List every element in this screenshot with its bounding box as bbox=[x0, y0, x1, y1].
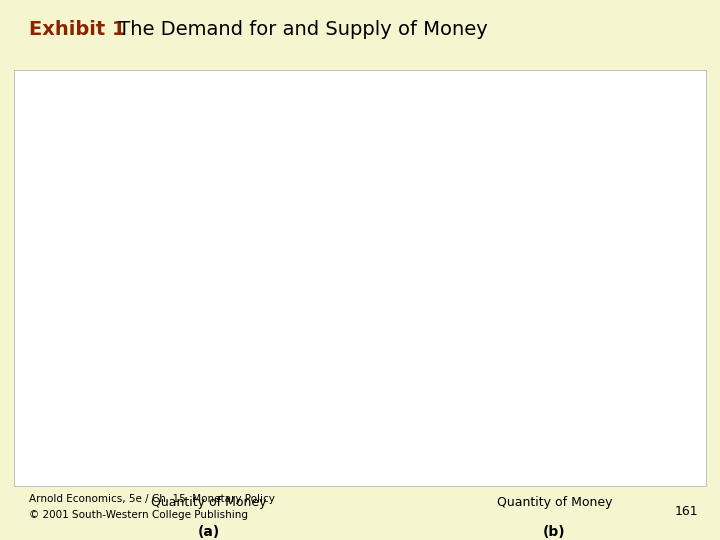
Text: The Demand for and Supply of Money: The Demand for and Supply of Money bbox=[112, 20, 487, 39]
Text: $M_2$: $M_2$ bbox=[159, 471, 176, 486]
Text: Arnold Economics, 5e / Ch. 15  Monetary Policy: Arnold Economics, 5e / Ch. 15 Monetary P… bbox=[29, 494, 274, 504]
Text: Demand for Money: Demand for Money bbox=[242, 366, 354, 379]
Text: Interest Rate: Interest Rate bbox=[362, 226, 375, 303]
Text: O: O bbox=[396, 471, 406, 484]
Text: © 2001 South-Western College Publishing: © 2001 South-Western College Publishing bbox=[29, 510, 248, 521]
Text: $i_2$: $i_2$ bbox=[51, 220, 61, 237]
Text: (b): (b) bbox=[543, 525, 566, 539]
Text: $i_1$: $i_1$ bbox=[51, 278, 61, 294]
Text: Quantity of Money: Quantity of Money bbox=[151, 496, 266, 509]
Text: 161: 161 bbox=[675, 505, 698, 518]
Text: Supply of Money: Supply of Money bbox=[527, 107, 625, 120]
Text: Quantity of Money: Quantity of Money bbox=[497, 496, 612, 509]
Text: $M_1$: $M_1$ bbox=[214, 471, 231, 486]
Text: Exhibit 1: Exhibit 1 bbox=[29, 20, 125, 39]
Text: Interest Rate: Interest Rate bbox=[17, 226, 30, 303]
Text: O: O bbox=[50, 471, 60, 484]
Text: (a): (a) bbox=[198, 525, 220, 539]
